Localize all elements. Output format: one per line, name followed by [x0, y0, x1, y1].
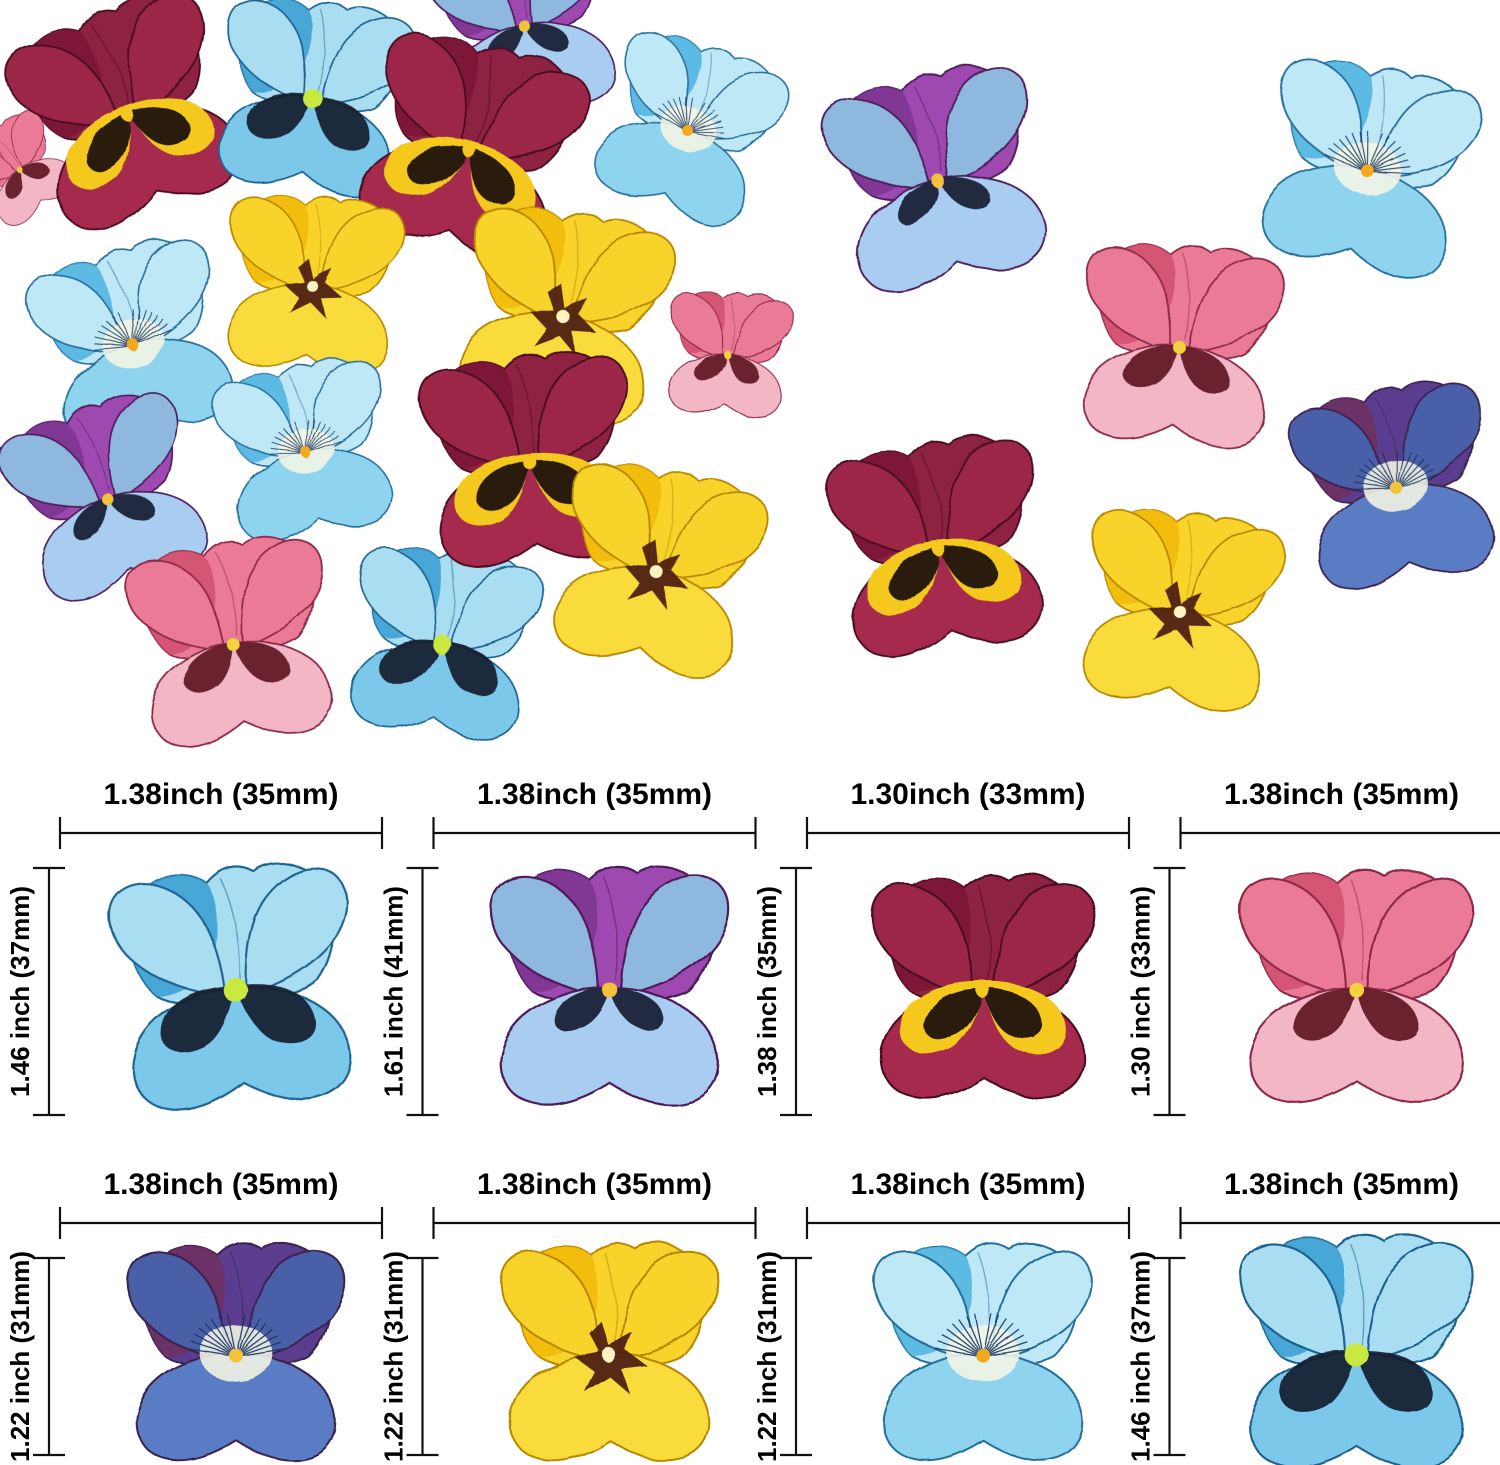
- svg-text:1.61 inch (41mm): 1.61 inch (41mm): [379, 886, 409, 1097]
- svg-text:1.38inch (35mm): 1.38inch (35mm): [477, 1168, 712, 1201]
- svg-text:1.38inch (35mm): 1.38inch (35mm): [477, 778, 712, 811]
- svg-text:1.38inch (35mm): 1.38inch (35mm): [850, 1168, 1085, 1201]
- svg-text:1.30inch (33mm): 1.30inch (33mm): [850, 778, 1085, 811]
- svg-text:1.38inch (35mm): 1.38inch (35mm): [1224, 778, 1459, 811]
- svg-text:1.22 inch (31mm): 1.22 inch (31mm): [752, 1251, 782, 1462]
- svg-text:1.38 inch (35mm): 1.38 inch (35mm): [752, 886, 782, 1097]
- svg-text:1.38inch (35mm): 1.38inch (35mm): [1224, 1168, 1459, 1201]
- svg-text:1.22 inch (31mm): 1.22 inch (31mm): [379, 1251, 409, 1462]
- svg-text:1.22 inch (31mm): 1.22 inch (31mm): [5, 1251, 35, 1462]
- svg-text:1.46 inch (37mm): 1.46 inch (37mm): [5, 886, 35, 1097]
- svg-text:1.30 inch (33mm): 1.30 inch (33mm): [1126, 886, 1156, 1097]
- svg-text:1.46 inch (37mm): 1.46 inch (37mm): [1126, 1251, 1156, 1462]
- svg-text:1.38inch (35mm): 1.38inch (35mm): [103, 778, 338, 811]
- svg-text:1.38inch (35mm): 1.38inch (35mm): [103, 1168, 338, 1201]
